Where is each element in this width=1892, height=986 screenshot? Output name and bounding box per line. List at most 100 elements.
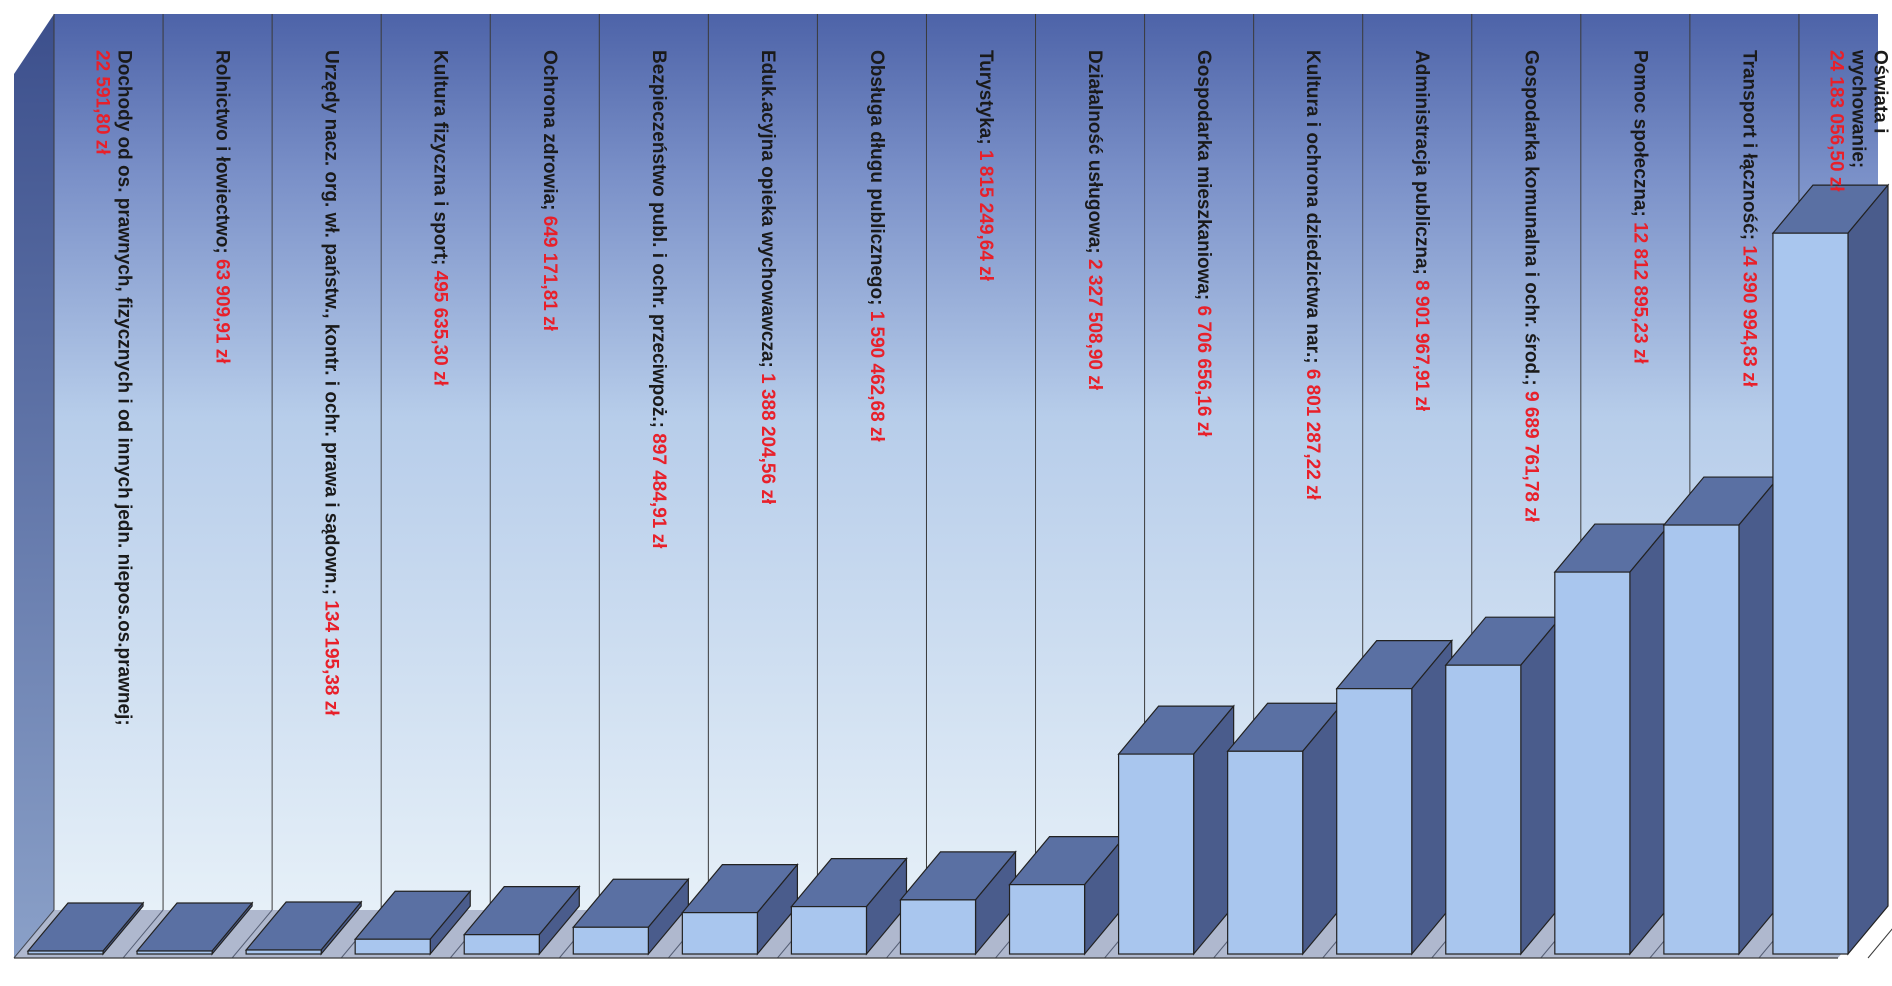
bar-label-group: Kultura i ochrona dziedzictwa nar.; 6 80… [1302, 50, 1323, 501]
bar-label-line: 24 183 056,50 zł [1825, 50, 1846, 192]
value-label: 8 901 967,91 zł [1411, 280, 1432, 412]
side-wall-panel [14, 14, 54, 958]
category-label: Kultura i ochrona dziedzictwa nar.; [1302, 50, 1323, 369]
bar-front-face [1227, 750, 1304, 955]
bar-front-face [899, 899, 977, 955]
bar-label-group: Pomoc społeczna; 12 812 895,23 zł [1629, 50, 1650, 364]
bar-label-group: Ochrona zdrowia; 649 171,81 zł [539, 50, 560, 332]
value-label: 22 591,80 zł [92, 50, 113, 155]
value-label: 1 590 462,68 zł [866, 311, 887, 443]
bar-label-line: Działalność usługowa; 2 327 508,90 zł [1084, 50, 1105, 391]
bar-label-line: Administracja publiczna; 8 901 967,91 zł [1411, 50, 1432, 412]
bar [681, 862, 799, 956]
value-label: 24 183 056,50 zł [1825, 50, 1846, 192]
value-label: 6 801 287,22 zł [1302, 369, 1323, 501]
value-label: 6 706 656,16 zł [1193, 306, 1214, 438]
bar [899, 850, 1017, 956]
value-label: 12 812 895,23 zł [1629, 222, 1650, 364]
bar-label-line: Urzędy nacz. org. wł. państw., kontr. i … [321, 50, 342, 716]
value-label: 9 689 761,78 zł [1520, 391, 1541, 523]
bar [1008, 834, 1126, 956]
bar-label-group: Turystyka; 1 815 249,64 zł [975, 50, 996, 282]
bar-label-group: Eduk.acyjna opieka wychowawcza; 1 388 20… [757, 50, 778, 505]
bar [353, 889, 472, 956]
bar-front-face [136, 950, 213, 955]
bar-label-line: wychowanie; [1847, 49, 1868, 168]
category-label: Pomoc społeczna; [1629, 50, 1650, 222]
bar-label-line: Ochrona zdrowia; 649 171,81 zł [539, 50, 560, 332]
bar-front-face [1117, 753, 1195, 955]
bar [1226, 701, 1344, 956]
bar [26, 901, 145, 956]
bar-front-face [1772, 232, 1849, 955]
bar-front-face [572, 926, 649, 955]
value-label: 897 484,91 zł [648, 433, 669, 549]
bar-label-line: Kultura fizyczna i sport; 495 635,30 zł [430, 50, 451, 387]
category-label: Dochody od os. prawnych, fizycznych i od… [114, 50, 135, 726]
bar [462, 884, 581, 956]
category-label: Ochrona zdrowia; [539, 50, 560, 216]
bar [1662, 475, 1781, 956]
bar-front-face [1663, 524, 1740, 955]
category-label: Działalność usługowa; [1084, 50, 1105, 259]
bar-side-face [1847, 183, 1889, 956]
bar [244, 900, 363, 956]
value-label: 134 195,38 zł [321, 600, 342, 716]
bar-front-face [790, 905, 868, 955]
bar-front-face [681, 912, 759, 955]
bar-label-group: Kultura fizyczna i sport; 495 635,30 zł [430, 50, 451, 387]
category-label: Gospodarka mieszkaniowa; [1193, 50, 1214, 306]
category-label: Bezpieczeństwo publ. i ochr. przeciwpoż.… [648, 50, 669, 433]
bar-label-group: Bezpieczeństwo publ. i ochr. przeciwpoż.… [648, 50, 669, 549]
value-label: 1 388 204,56 zł [757, 373, 778, 505]
bar-label-line: Turystyka; 1 815 249,64 zł [975, 50, 996, 282]
chart-bars [26, 183, 1890, 956]
bar-label-line: Eduk.acyjna opieka wychowawcza; 1 388 20… [757, 50, 778, 505]
value-label: 649 171,81 zł [539, 216, 560, 332]
bar-label-line: Obsługa długu publicznego; 1 590 462,68 … [866, 50, 887, 442]
bar-label-line: 22 591,80 zł [92, 50, 113, 155]
bar-label-group: Transport i łączność; 14 390 994,83 zł [1738, 50, 1759, 388]
value-label: 1 815 249,64 zł [975, 150, 996, 282]
category-label: Gospodarka komunalna i ochr. środ.; [1520, 50, 1541, 391]
bar-label-line: Gospodarka mieszkaniowa; 6 706 656,16 zł [1193, 50, 1214, 437]
bar-label-group: Rolnictwo i łowiectwo; 63 909,91 zł [212, 50, 233, 364]
category-label: Urzędy nacz. org. wł. państw., kontr. i … [321, 50, 342, 600]
bar-label-line: Gospodarka komunalna i ochr. środ.; 9 68… [1520, 50, 1541, 523]
bar-label-group: Administracja publiczna; 8 901 967,91 zł [1411, 50, 1432, 412]
bar-front-face [1336, 688, 1413, 955]
bar [135, 901, 254, 956]
bar-label-line: Transport i łączność; 14 390 994,83 zł [1738, 50, 1759, 388]
bar [1553, 522, 1672, 956]
category-label: Turystyka; [975, 50, 996, 150]
bar-front-face [354, 938, 431, 955]
bar-label-group: Obsługa długu publicznego; 1 590 462,68 … [866, 50, 887, 442]
value-label: 2 327 508,90 zł [1084, 259, 1105, 391]
bar-front-face [1008, 884, 1086, 955]
bar [572, 877, 690, 956]
bar [790, 856, 908, 956]
bar-front-face [1445, 664, 1522, 955]
bar-label-line: Rolnictwo i łowiectwo; 63 909,91 zł [212, 50, 233, 364]
bar-front-face [245, 949, 322, 955]
bar-front-face [1554, 571, 1631, 955]
bar-label-group: Gospodarka komunalna i ochr. środ.; 9 68… [1520, 50, 1541, 523]
bar [1444, 615, 1563, 956]
category-label: Obsługa długu publicznego; [866, 50, 887, 311]
bar-front-face [463, 934, 540, 955]
bar-label-line: Bezpieczeństwo publ. i ochr. przeciwpoż.… [648, 50, 669, 549]
floor-gridline [1867, 928, 1892, 959]
category-label: Kultura fizyczna i sport; [430, 50, 451, 271]
bar-label-line: Pomoc społeczna; 12 812 895,23 zł [1629, 50, 1650, 364]
category-label: wychowanie; [1847, 49, 1868, 168]
category-label: Transport i łączność; [1738, 50, 1759, 245]
value-label: 63 909,91 zł [212, 259, 233, 364]
bar-label-line: Kultura i ochrona dziedzictwa nar.; 6 80… [1302, 50, 1323, 501]
bar-label-group: Dochody od os. prawnych, fizycznych i od… [92, 50, 135, 726]
category-label: Administracja publiczna; [1411, 50, 1432, 280]
category-label: Oświata i [1869, 50, 1890, 133]
bar-label-group: Działalność usługowa; 2 327 508,90 zł [1084, 50, 1105, 391]
category-label: Rolnictwo i łowiectwo; [212, 50, 233, 259]
